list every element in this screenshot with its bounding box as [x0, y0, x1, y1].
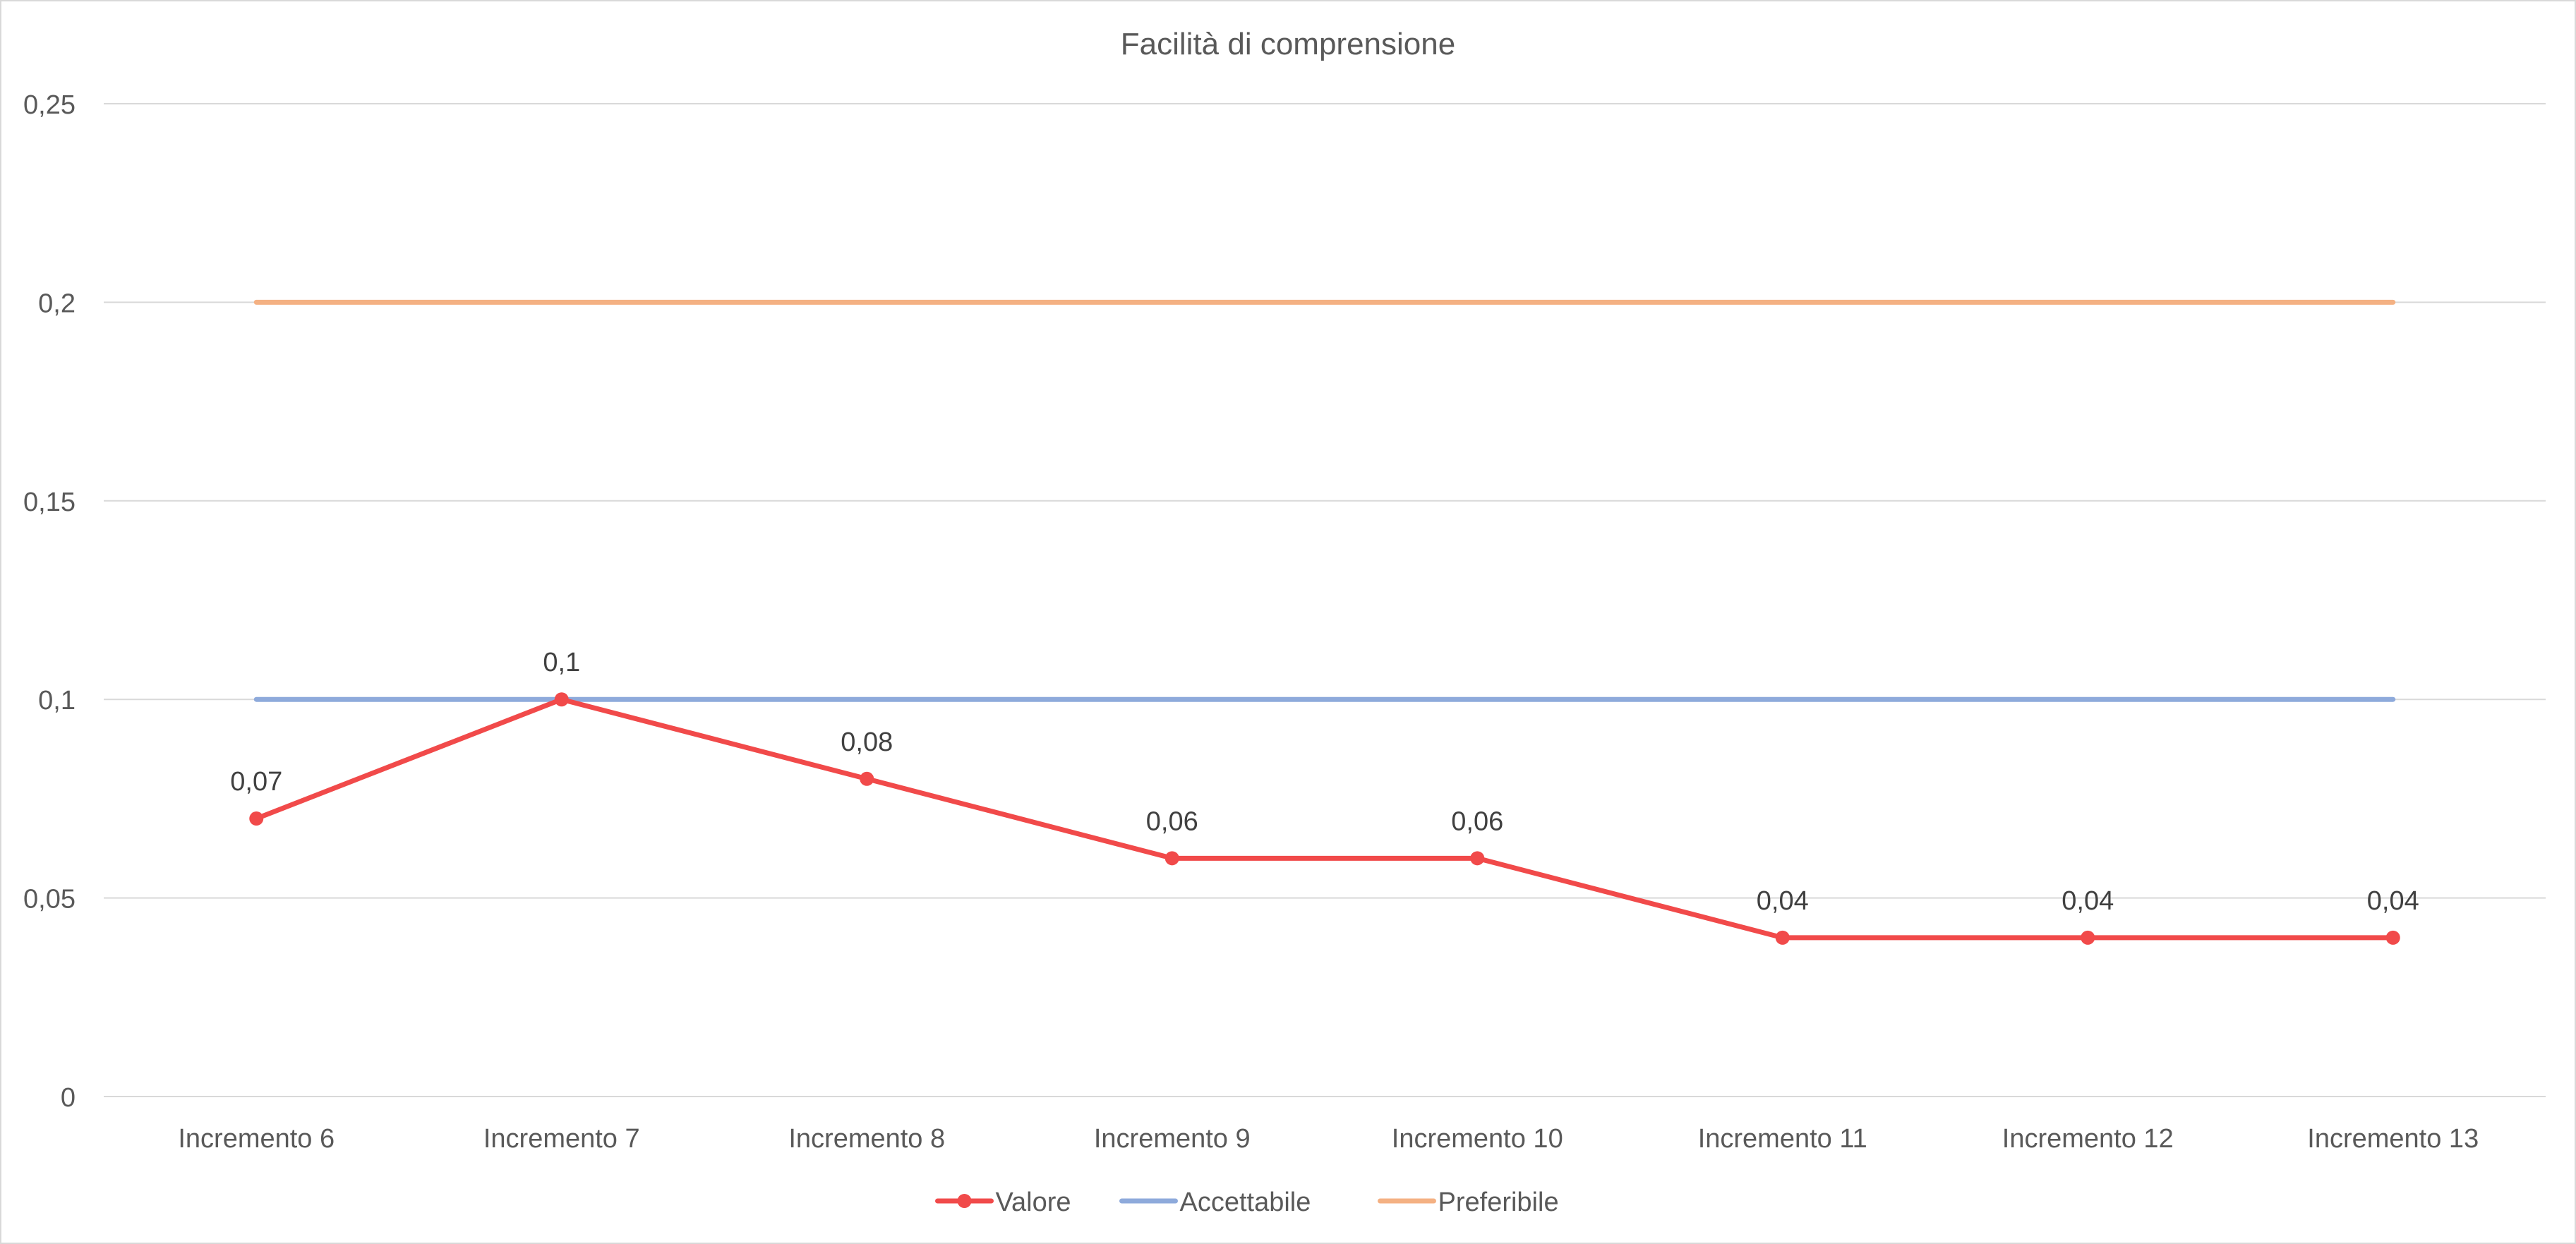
data-label: 0,04 — [2367, 886, 2419, 916]
data-point — [860, 771, 874, 786]
y-tick-label: 0,2 — [38, 289, 76, 318]
data-point — [1164, 851, 1179, 866]
y-tick-label: 0,25 — [23, 90, 76, 120]
series-line-valore — [253, 696, 2396, 941]
x-tick-label: Incremento 12 — [2002, 1124, 2174, 1154]
gridlines — [104, 103, 2546, 1097]
legend-label: Preferibile — [1438, 1188, 1559, 1217]
data-labels: 0,07 0,1 0,08 0,06 0,06 0,04 0,04 0,04 — [230, 648, 2419, 916]
legend-label: Accettabile — [1180, 1188, 1311, 1217]
data-point — [2385, 930, 2400, 945]
legend-label: Valore — [996, 1188, 1071, 1217]
y-tick-label: 0,05 — [23, 885, 76, 914]
data-label: 0,04 — [1757, 886, 1809, 916]
data-label: 0,07 — [230, 767, 282, 797]
x-axis: Incremento 6 Incremento 7 Incremento 8 Incr… — [178, 1124, 2479, 1154]
chart-title: Facilità di comprensione — [1121, 27, 1455, 61]
data-point — [1470, 851, 1485, 866]
data-point — [249, 811, 264, 826]
y-tick-label: 0,15 — [23, 488, 76, 517]
data-label: 0,1 — [543, 648, 580, 677]
legend-marker — [957, 1194, 972, 1208]
x-tick-label: Incremento 10 — [1392, 1124, 1563, 1154]
x-tick-label: Incremento 6 — [178, 1124, 335, 1154]
y-tick-label: 0,1 — [38, 686, 76, 715]
x-tick-label: Incremento 8 — [788, 1124, 945, 1154]
data-label: 0,06 — [1451, 807, 1503, 836]
x-tick-label: Incremento 11 — [1698, 1124, 1867, 1154]
legend-item-preferibile: Preferibile — [1378, 1188, 1559, 1217]
x-tick-label: Incremento 9 — [1094, 1124, 1251, 1154]
data-point — [1775, 930, 1790, 945]
legend-item-accettabile: Accettabile — [1119, 1188, 1311, 1217]
legend: Valore Accettabile Preferibile — [935, 1188, 1559, 1217]
y-axis: 0 0,05 0,1 0,15 0,2 0,25 — [23, 90, 76, 1113]
data-label: 0,08 — [841, 727, 893, 757]
x-tick-label: Incremento 13 — [2307, 1124, 2479, 1154]
data-label: 0,04 — [2062, 886, 2114, 916]
data-label: 0,06 — [1146, 807, 1198, 836]
x-tick-label: Incremento 7 — [483, 1124, 640, 1154]
legend-item-valore: Valore — [935, 1188, 1071, 1217]
series-layer — [249, 299, 2400, 945]
data-point — [2081, 930, 2095, 945]
y-tick-label: 0 — [61, 1083, 76, 1113]
data-point — [554, 692, 569, 707]
